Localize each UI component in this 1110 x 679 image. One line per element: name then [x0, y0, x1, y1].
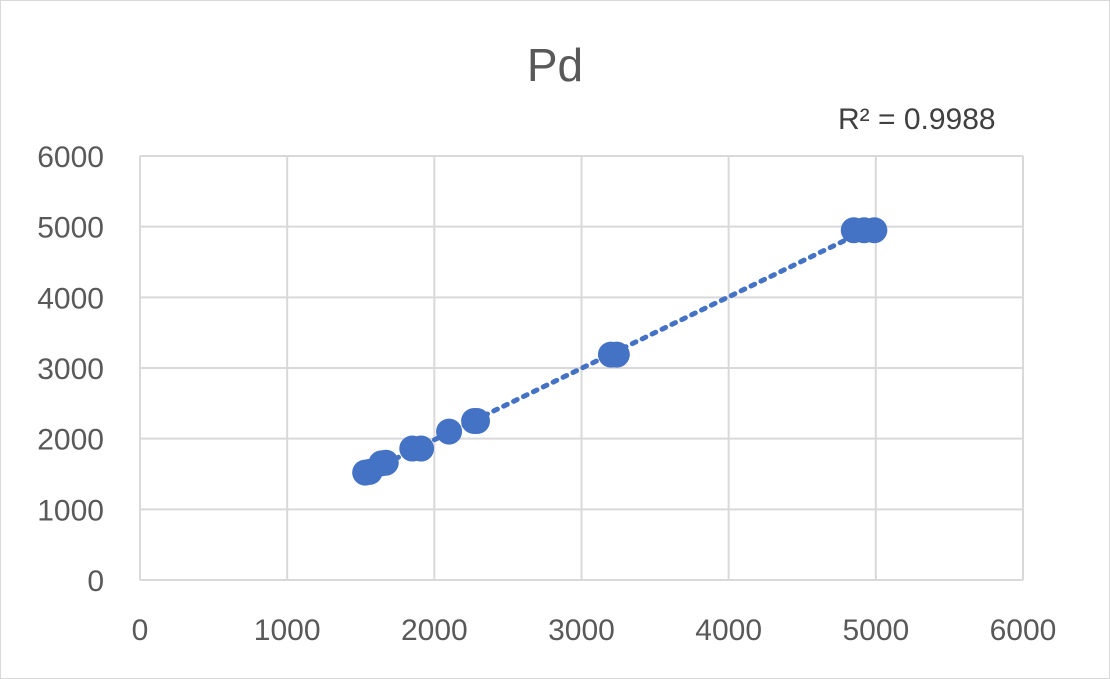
x-tick-label: 2000 — [401, 614, 468, 647]
data-point — [436, 418, 463, 445]
y-tick-label: 2000 — [37, 424, 104, 457]
data-point — [464, 408, 491, 434]
r-squared-annotation: R² = 0.9988 — [838, 103, 996, 136]
axes — [139, 156, 1023, 581]
y-tick-label: 6000 — [37, 141, 104, 174]
data-point — [603, 341, 630, 368]
x-tick-label: 0 — [132, 614, 149, 647]
x-tick-label: 5000 — [842, 614, 909, 647]
y-tick-label: 1000 — [37, 494, 104, 527]
y-axis-tick-labels: 0 1000 2000 3000 4000 5000 6000 — [37, 141, 104, 598]
y-tick-label: 0 — [87, 565, 104, 598]
data-points — [352, 217, 888, 486]
x-tick-label: 6000 — [990, 614, 1057, 647]
data-point — [408, 435, 435, 462]
y-tick-label: 3000 — [37, 353, 104, 386]
x-tick-label: 3000 — [548, 614, 615, 647]
x-tick-label: 1000 — [254, 614, 321, 647]
chart-title: Pd — [526, 39, 584, 91]
data-point — [372, 449, 399, 476]
x-tick-label: 4000 — [695, 614, 762, 647]
y-tick-label: 5000 — [37, 212, 104, 245]
x-axis-tick-labels: 0 1000 2000 3000 4000 5000 6000 — [132, 614, 1057, 647]
y-tick-label: 4000 — [37, 282, 104, 315]
data-point — [861, 217, 888, 244]
